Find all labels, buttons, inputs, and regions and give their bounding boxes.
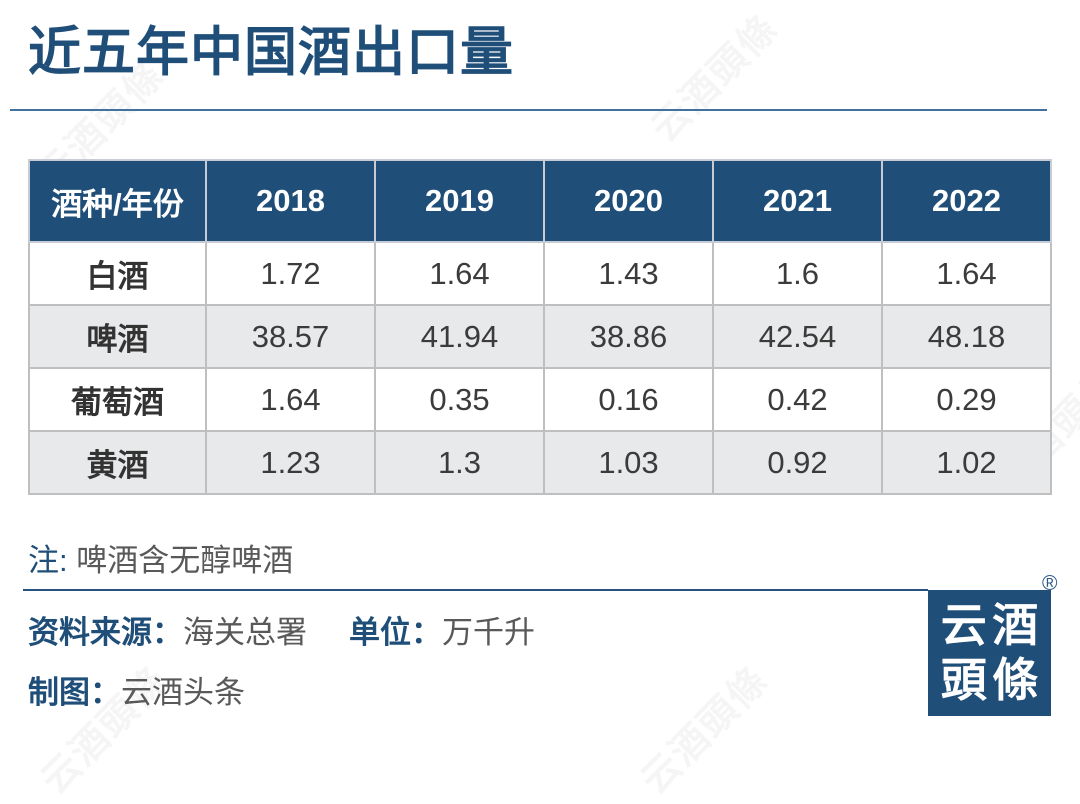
row-label: 黄酒: [28, 430, 207, 495]
table-row: 白酒 1.72 1.64 1.43 1.6 1.64: [28, 241, 1052, 306]
title-divider-line: [10, 109, 1047, 111]
table-cell: 1.03: [543, 430, 714, 495]
header-cell-year: 2018: [205, 159, 376, 243]
export-volume-table: 酒种/年份 2018 2019 2020 2021 2022 白酒 1.72 1…: [28, 159, 1052, 495]
table-cell: 0.29: [881, 367, 1052, 432]
registered-trademark-icon: ®: [1042, 572, 1058, 595]
row-label: 葡萄酒: [28, 367, 207, 432]
credit-value: 云酒头条: [121, 675, 245, 710]
note-line: 注: 啤酒含无醇啤酒: [28, 541, 293, 581]
header-cell-year: 2019: [374, 159, 545, 243]
infographic-canvas: 云酒頭條 云酒頭條 云酒頭條 云酒頭條 云酒頭條 云酒頭條 近五年中国酒出口量 …: [10, 23, 1058, 716]
unit-label: 单位：: [349, 615, 442, 650]
unit-value: 万千升: [442, 615, 535, 650]
logo-char: 云: [940, 599, 987, 651]
table-row: 黄酒 1.23 1.3 1.03 0.92 1.02: [28, 430, 1052, 495]
source-line: 资料来源：海关总署 单位：万千升: [28, 613, 535, 653]
source-value: 海关总署: [183, 615, 307, 650]
credit-label: 制图：: [28, 675, 121, 710]
source-label: 资料来源：: [28, 615, 183, 650]
logo-char: 酒: [992, 599, 1039, 651]
table-row: 啤酒 38.57 41.94 38.86 42.54 48.18: [28, 304, 1052, 369]
row-label: 白酒: [28, 241, 207, 306]
table-cell: 1.3: [374, 430, 545, 495]
table-cell: 0.92: [712, 430, 883, 495]
note-divider-line: [23, 589, 928, 591]
table-cell: 41.94: [374, 304, 545, 369]
table-cell: 38.57: [205, 304, 376, 369]
row-label: 啤酒: [28, 304, 207, 369]
table-cell: 1.64: [881, 241, 1052, 306]
header-cell-year: 2021: [712, 159, 883, 243]
table-cell: 1.72: [205, 241, 376, 306]
logo-char: 條: [992, 654, 1039, 706]
table-row: 葡萄酒 1.64 0.35 0.16 0.42 0.29: [28, 367, 1052, 432]
header-cell-year: 2022: [881, 159, 1052, 243]
note-text: 啤酒含无醇啤酒: [76, 543, 294, 578]
brand-logo: 云 酒 頭 條: [928, 590, 1051, 716]
credit-line: 制图：云酒头条: [28, 673, 245, 713]
table-cell: 0.35: [374, 367, 545, 432]
table-cell: 38.86: [543, 304, 714, 369]
note-label: 注:: [28, 543, 68, 578]
table-cell: 1.02: [881, 430, 1052, 495]
table-header-row: 酒种/年份 2018 2019 2020 2021 2022: [28, 159, 1052, 243]
table-cell: 1.64: [205, 367, 376, 432]
table-cell: 0.16: [543, 367, 714, 432]
table-cell: 1.23: [205, 430, 376, 495]
header-cell-year: 2020: [543, 159, 714, 243]
table-cell: 1.6: [712, 241, 883, 306]
table-cell: 0.42: [712, 367, 883, 432]
header-cell-category: 酒种/年份: [28, 159, 207, 243]
table-cell: 1.64: [374, 241, 545, 306]
table-cell: 1.43: [543, 241, 714, 306]
table-cell: 42.54: [712, 304, 883, 369]
page-title: 近五年中国酒出口量: [28, 23, 514, 82]
logo-char: 頭: [940, 654, 987, 706]
table-cell: 48.18: [881, 304, 1052, 369]
